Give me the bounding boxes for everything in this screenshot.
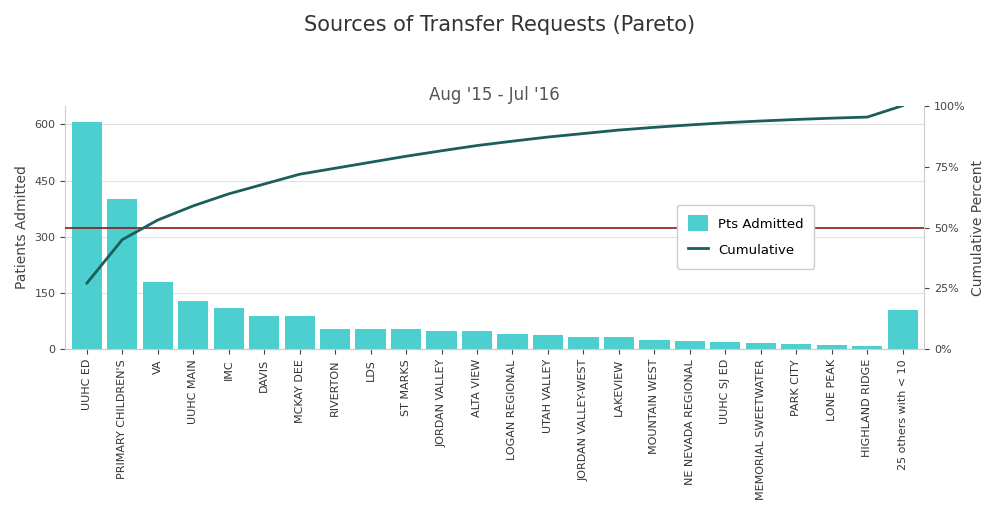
Bar	[639, 340, 670, 349]
Legend: Pts Admitted, Cumulative: Pts Admitted, Cumulative	[677, 205, 814, 269]
Bar	[143, 282, 173, 349]
Bar	[675, 341, 705, 349]
Bar	[568, 337, 599, 349]
Bar	[285, 316, 315, 349]
Bar	[355, 329, 386, 349]
Bar	[781, 344, 811, 349]
Bar	[391, 329, 421, 349]
Y-axis label: Patients Admitted: Patients Admitted	[15, 165, 29, 289]
Bar	[72, 123, 102, 349]
Bar	[462, 331, 492, 349]
Bar	[533, 335, 563, 349]
Bar	[888, 310, 918, 349]
Bar	[107, 199, 137, 349]
Bar	[426, 331, 457, 349]
Bar	[320, 329, 350, 349]
Bar	[604, 337, 634, 349]
Text: Sources of Transfer Requests (Pareto): Sources of Transfer Requests (Pareto)	[304, 15, 696, 36]
Bar	[817, 345, 847, 349]
Title: Aug '15 - Jul '16: Aug '15 - Jul '16	[429, 86, 560, 104]
Bar	[852, 346, 882, 349]
Bar	[710, 342, 740, 349]
Bar	[214, 308, 244, 349]
Bar	[249, 316, 279, 349]
Y-axis label: Cumulative Percent: Cumulative Percent	[971, 160, 985, 296]
Bar	[178, 301, 208, 349]
Bar	[497, 334, 528, 349]
Bar	[746, 344, 776, 349]
